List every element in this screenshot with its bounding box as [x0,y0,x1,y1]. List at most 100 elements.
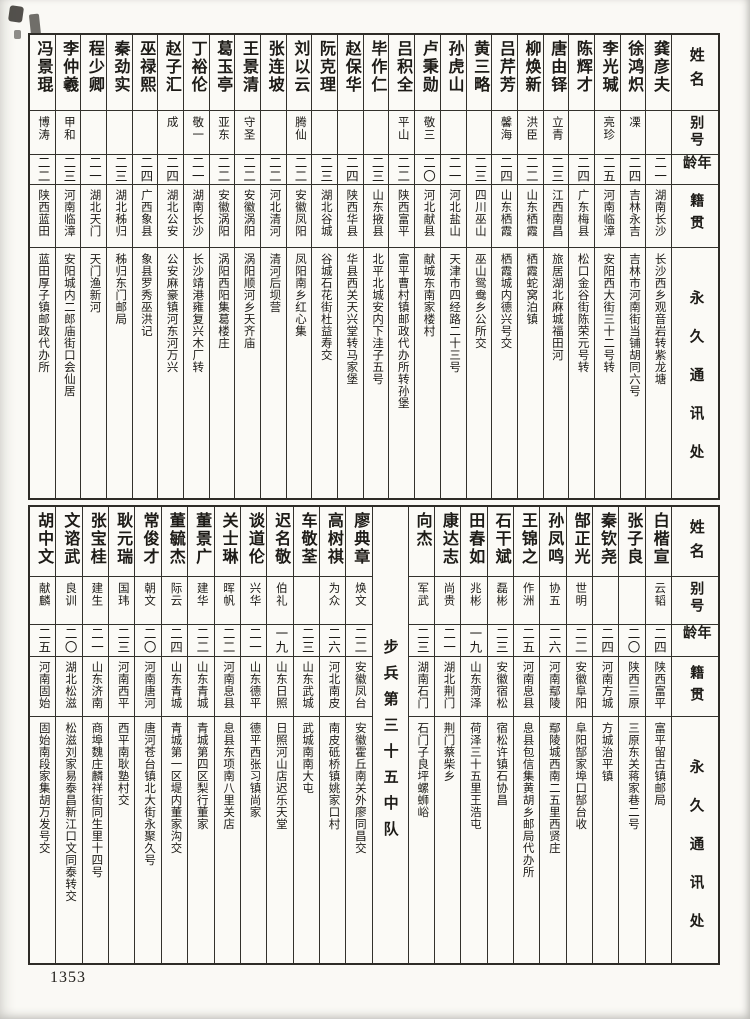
person-age: 二一 [434,625,461,657]
person-age: 二一 [440,155,466,185]
person-address: 三原东关蒋家巷二号 [626,722,639,830]
header-alias: 别号 [672,111,718,155]
person-age: 二一 [81,155,106,185]
person-address: 固始南段家集胡万发号交 [37,722,50,854]
person-name: 刘以云 [286,35,312,111]
person-address: 栖霞蛇窝泊镇 [525,253,538,325]
person-native: 河南临漳 [55,185,81,248]
person-alias: 兆彬 [461,577,487,625]
person-column: 孙虎山 二一 河北盐山 天津市四经路二十三号 [439,35,466,498]
person-name: 胡中文 [30,507,56,577]
person-alias: 伯礼 [267,577,293,625]
person-age: 二二 [346,625,372,657]
person-address: 富平留古镇邮局 [653,722,666,806]
person-name: 吕芹芳 [492,35,517,111]
person-alias [466,111,492,155]
person-address: 安阳城内二郎庙街口会仙居 [62,253,75,397]
person-alias [440,111,466,155]
person-address: 青城第四区梨行董家 [195,722,208,830]
person-name: 迟名敬 [267,507,293,577]
person-age: 二六 [319,625,346,657]
person-address: 巫山鸳鸯乡公所交 [473,253,486,349]
person-native: 山东德平 [240,657,267,717]
person-native: 四川巫山 [466,185,492,248]
person-native: 山东菏泽 [461,657,487,717]
person-address: 石门子良坪螺蛳峪 [416,722,429,818]
person-address: 天津市四经路二十三号 [448,253,461,373]
header-column: 姓名 别号 年龄 籍贯 永久通讯处 [671,35,718,498]
person-column: 廖典章 焕文 二二 安徽凤台 安徽霍丘南关外廖同昌交 [345,507,372,963]
person-column: 关士琳 晖帆 二二 河南息县 息县东项南八里关店 [213,507,240,963]
scan-artifact [14,30,21,39]
person-native: 山东青城 [161,657,188,717]
person-column: 徐鸿炽 凓 二四 吉林永吉 吉林市河南街当铺胡同六号 [619,35,646,498]
person-column: 车敬荃 二三 山东武城 武城南南大屯 [292,507,319,963]
person-name: 丁裕伦 [183,35,209,111]
person-address: 长沙靖港雍复兴木厂转 [191,253,204,373]
person-age: 二二 [29,155,55,185]
person-age: 二二 [235,155,260,185]
person-alias: 甲和 [55,111,81,155]
person-column: 白楷宣 云韬 二四 陕西富平 富平留古镇邮局 [644,507,671,963]
person-name: 秦劲实 [106,35,132,111]
person-native: 陕西富平 [645,657,671,717]
person-name: 田春如 [461,507,487,577]
person-alias: 尚贵 [434,577,461,625]
person-age: 二一 [240,625,267,657]
person-alias: 作洲 [513,577,540,625]
person-age: 二一 [82,625,109,657]
person-native: 河南临漳 [594,185,620,248]
person-address: 秭归东门邮局 [114,253,127,325]
person-name: 唐由铎 [543,35,569,111]
person-name: 赵子汇 [158,35,183,111]
person-name: 廖典章 [346,507,372,577]
person-native: 山东栖霞 [517,185,543,248]
person-name: 阮克理 [312,35,338,111]
person-address: 旅居湖北麻城福田河 [550,253,563,361]
person-address: 华县西关天兴堂转马家堡 [345,253,358,385]
person-age: 二二 [517,155,543,185]
person-alias [261,111,286,155]
person-alias [293,577,319,625]
person-alias [569,111,594,155]
person-alias: 晖帆 [214,577,240,625]
person-name: 王锦之 [513,507,540,577]
person-alias: 良训 [56,577,82,625]
person-native: 湖南长沙 [646,185,671,248]
person-native: 河南西平 [109,657,135,717]
person-address: 安徽霍丘南关外廖同昌交 [353,722,366,854]
person-age: 二四 [569,155,594,185]
person-age: 一九 [267,625,293,657]
person-column: 谈道伦 兴华 二一 山东德平 德平西张习镇尚家 [239,507,267,963]
person-alias: 平山 [389,111,415,155]
person-column: 吕积全 平山 二二 陕西富平 富平曹村镇邮政代办所转孙堡 [388,35,415,498]
person-address: 荷泽三十五里王浩屯 [468,722,481,830]
person-native: 山东掖县 [363,185,389,248]
person-column: 阮克理 二三 湖北谷城 谷城石花街杜益寿交 [311,35,338,498]
person-native: 湖北天门 [81,185,106,248]
person-name: 高树祺 [319,507,346,577]
person-alias [646,111,671,155]
person-column: 吕芹芳 馨海 二四 山东栖霞 栖霞城内德兴号交 [491,35,517,498]
person-alias: 亚东 [209,111,235,155]
person-column: 程少卿 二一 湖北天门 天门渔新河 [80,35,106,498]
person-native: 安徽凤台 [346,657,372,717]
person-age: 二二 [286,155,312,185]
person-name: 文谘武 [56,507,82,577]
person-address: 荆门蔡柴乡 [442,722,455,782]
person-age: 二三 [312,155,338,185]
person-name: 关士琳 [214,507,240,577]
person-column: 巫禄熙 二四 广西象县 象县罗秀巫洪记 [131,35,158,498]
person-age: 二四 [492,155,517,185]
person-age: 二三 [408,625,434,657]
person-native: 安徽涡阳 [235,185,260,248]
person-native: 安徽凤阳 [286,185,312,248]
person-native: 山东武城 [293,657,319,717]
person-column: 高树祺 为众 二六 河北南皮 南皮砥桥镇姚家口村 [318,507,346,963]
header-alias: 别号 [672,577,718,625]
scan-artifact [7,5,25,23]
person-age: 二二 [209,155,235,185]
person-name: 黄三略 [466,35,492,111]
person-alias [338,111,363,155]
